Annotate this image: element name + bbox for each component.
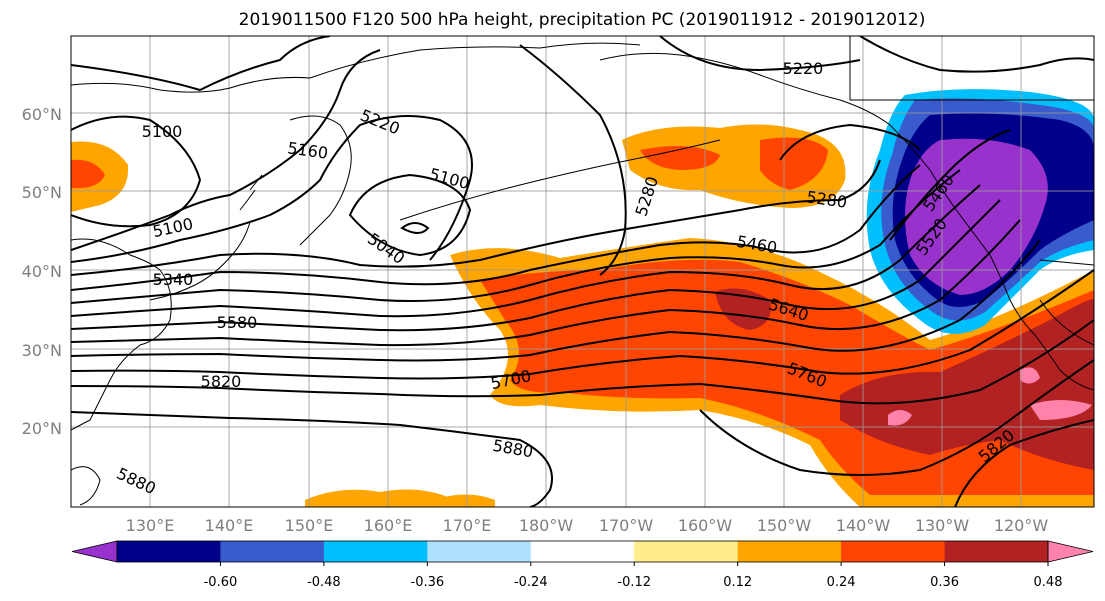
contour-line: [71, 319, 1094, 405]
colorbar-tick-label: 0.36: [930, 575, 959, 590]
contour-label: 5220: [783, 59, 824, 78]
contour-line: [348, 173, 472, 257]
colorbar: -0.60 -0.48 -0.36 -0.24 -0.12 0.12 0.24 0.36 0.4…: [71, 540, 1094, 590]
contour-line: [71, 184, 981, 318]
colorbar-segment: [427, 541, 532, 562]
figure-title: 2019011500 F120 500 hPa height, precipit…: [239, 10, 926, 30]
lat-label: 20°N: [22, 419, 62, 438]
lon-label: 140°W: [836, 516, 891, 535]
coast-alaska: [599, 52, 1094, 391]
map-border: [70, 35, 1095, 508]
colorbar-tick-label: -0.60: [204, 575, 238, 590]
lon-label: 150°W: [757, 516, 812, 535]
lon-label: 130°W: [915, 516, 970, 535]
colorbar-frame: [116, 540, 1049, 563]
contour-line: [71, 164, 921, 291]
colorbar-tick-label: 0.12: [723, 575, 752, 590]
colorbar-extend-low: [71, 540, 118, 563]
contour-label: 5100: [142, 122, 183, 141]
colorbar-segment: [220, 541, 325, 562]
precip-pink-3: [1030, 400, 1092, 420]
lon-label: 170°W: [599, 516, 654, 535]
contour-line: [71, 269, 1094, 380]
longitude-labels: 130°E 140°E 150°E 160°E 170°E 180°W 170°W 160°W…: [126, 516, 1049, 535]
coast-aleutians: [399, 139, 721, 221]
precip-pink-2: [1020, 367, 1040, 384]
lon-label: 140°E: [205, 516, 254, 535]
coast-asia: [71, 238, 172, 431]
coast-mexico: [1039, 259, 1094, 346]
lon-label: 130°E: [126, 516, 175, 535]
contour-line: [400, 222, 430, 234]
precip-pink-1: [888, 410, 912, 426]
contour-line: [699, 359, 1094, 476]
contour-line: [71, 411, 553, 507]
contour-line: [659, 36, 861, 72]
contour-line: [71, 159, 881, 276]
lat-label: 40°N: [22, 262, 62, 281]
contour-line: [889, 129, 1011, 241]
colorbar-segment: [944, 541, 1049, 562]
coast-kamchatka: [289, 115, 352, 246]
precip-core-north: [640, 146, 720, 170]
coast-siberia: [71, 42, 641, 93]
lat-label: 50°N: [22, 183, 62, 202]
precip-negative-core: [905, 138, 1048, 295]
colorbar-segment: [323, 541, 428, 562]
lon-label: 120°W: [994, 516, 1049, 535]
precip-core-west: [71, 159, 105, 189]
colorbar-segment: [530, 541, 635, 562]
colorbar-tick-label: -0.36: [411, 575, 445, 590]
colorbar-tick-label: -0.24: [514, 575, 548, 590]
contour-line: [71, 115, 473, 263]
latitude-labels: 60°N 50°N 40°N 30°N 20°N: [22, 105, 62, 438]
precip-region-south: [305, 489, 450, 507]
contour-label: 5820: [201, 372, 242, 391]
map-panel: 5220 5220 5100 5160 5100 5040 5100 5340 …: [70, 35, 1095, 508]
contour-line: [71, 169, 961, 304]
lat-label: 60°N: [22, 105, 62, 124]
lon-label: 150°E: [285, 516, 334, 535]
colorbar-extend-high: [1047, 540, 1094, 563]
contour-line: [71, 239, 1041, 362]
colorbar-tick-label: 0.48: [1034, 575, 1063, 590]
height-contours: [71, 36, 1094, 507]
contour-labels: 5220 5220 5100 5160 5100 5040 5100 5340 …: [114, 59, 1018, 498]
coast-canada-grid: [849, 36, 1094, 101]
colorbar-segment: [634, 541, 739, 562]
coast-philippines: [71, 466, 101, 506]
contour-line: [71, 36, 331, 92]
colorbar-segment: [117, 541, 221, 562]
precip-core-north-east: [760, 137, 828, 190]
lon-label: 180°W: [519, 516, 574, 535]
lon-label: 160°W: [678, 516, 733, 535]
colorbar-segment: [841, 541, 946, 562]
coastlines: [71, 36, 1094, 506]
contour-line: [519, 44, 627, 276]
contour-line: [71, 49, 381, 251]
lon-label: 170°E: [443, 516, 492, 535]
contour-label: 5340: [153, 270, 194, 289]
precipitation-shading: [71, 89, 1094, 507]
colorbar-tick-label: -0.12: [617, 575, 651, 590]
contour-line: [71, 115, 202, 228]
contour-line: [71, 219, 1021, 347]
contour-line: [859, 36, 1094, 73]
colorbar-segment: [737, 541, 842, 562]
lon-label: 160°E: [364, 516, 413, 535]
contour-line: [954, 419, 1094, 507]
colorbar-tick-label: 0.24: [827, 575, 856, 590]
lat-label: 30°N: [22, 341, 62, 360]
contour-label: 5580: [217, 313, 258, 332]
colorbar-tick-label: -0.48: [307, 575, 341, 590]
graticule: [71, 36, 1094, 507]
contour-line: [71, 199, 1001, 332]
contour-line: [779, 123, 921, 161]
